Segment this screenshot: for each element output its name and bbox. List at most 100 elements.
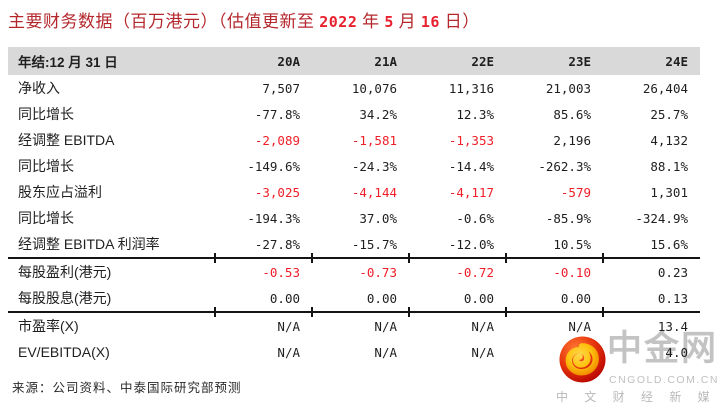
table-row: 同比增长 -77.8% 34.2% 12.3% 85.6% 25.7% [8,101,700,127]
cell: 1,301 [650,184,688,200]
cell: -262.3% [538,158,591,174]
table-row: 每股股息(港元) 0.00 0.00 0.00 0.00 0.13 [8,285,700,311]
column-tick [311,253,313,263]
column-tick [214,307,216,317]
row-label: 市盈率(X) [18,318,79,334]
cell: 0.00 [463,290,494,306]
cell: 10.5% [553,236,591,252]
cell: -0.6% [456,210,494,226]
column-header-24e: 24E [665,53,688,69]
title-text: 年 [357,12,385,31]
cell: 37.0% [359,210,397,226]
figure-title: 主要财务数据（百万港元）（估值更新至 2022 年 5 月 16 日） [8,7,480,32]
cell: 34.2% [359,106,397,122]
cell: 0.13 [657,290,688,306]
column-header-22e: 22E [471,53,494,69]
row-label: 经调整 EBITDA 利润率 [18,236,160,252]
table-row: EV/EBITDA(X) N/A N/A N/A 15 4.0 [8,339,700,365]
watermark-brand-name: 中金网 [607,329,719,368]
cell: -0.10 [553,264,591,280]
cell: 13.4 [657,318,688,334]
title-year: 2022 [319,13,358,31]
row-label: 经调整 EBITDA [18,132,115,148]
row-label: 每股盈利(港元) [18,264,112,280]
cell: 0.23 [657,264,688,280]
cell: N/A [471,344,494,360]
row-label: 净收入 [18,80,60,96]
table-row: 净收入 7,507 10,076 11,316 21,003 26,404 [8,75,700,101]
cell: 10,076 [351,80,397,96]
cell: 85.6% [553,106,591,122]
table-row: 市盈率(X) N/A N/A N/A N/A 13.4 [8,313,700,339]
section-divider [8,307,700,317]
column-tick [505,307,507,317]
cell: N/A [277,318,300,334]
watermark-tagline: 中 文 财 经 新 媒 体 [556,390,721,404]
cell: -1,353 [448,132,494,148]
cell: -85.9% [545,210,591,226]
column-tick [408,253,410,263]
column-tick [408,307,410,317]
cell: 4.0 [665,344,688,360]
header-year-end-label: 年结:12 月 31 日 [18,55,118,70]
table-row: 经调整 EBITDA -2,089 -1,581 -1,353 2,196 4,… [8,127,700,153]
row-label: EV/EBITDA(X) [18,344,110,360]
cell: -0.53 [262,264,300,280]
title-month: 5 [384,13,394,31]
table-row: 经调整 EBITDA 利润率 -27.8% -15.7% -12.0% 10.5… [8,231,700,257]
cell: N/A [471,318,494,334]
column-tick [214,253,216,263]
cell: -194.3% [247,210,300,226]
cell: 21,003 [545,80,591,96]
cell: 7,507 [262,80,300,96]
title-text: 主要财务数据（百万港元）（估值更新至 [8,12,320,31]
cell: -27.8% [254,236,300,252]
table-row: 同比增长 -149.6% -24.3% -14.4% -262.3% 88.1% [8,153,700,179]
column-tick [602,253,604,263]
cell: 2,196 [553,132,591,148]
cell: 4,132 [650,132,688,148]
column-tick [602,307,604,317]
cell: 0.00 [560,290,591,306]
cell: -1,581 [351,132,397,148]
cell: -24.3% [351,158,397,174]
cell: -0.73 [359,264,397,280]
cell: -324.9% [635,210,688,226]
title-text: 月 [393,12,421,31]
cngold-logo-icon [559,336,606,383]
cell: 25.7% [650,106,688,122]
cell: N/A [568,318,591,334]
cell: 12.3% [456,106,494,122]
cell: -4,117 [448,184,494,200]
cell: -15.7% [351,236,397,252]
section-divider [8,253,700,263]
row-label: 股东应占溢利 [18,184,102,200]
financial-table: 年结:12 月 31 日 20A 21A 22E 23E 24E 净收入 7,5… [8,47,700,365]
table-row: 同比增长 -194.3% 37.0% -0.6% -85.9% -324.9% [8,205,700,231]
column-header-23e: 23E [568,53,591,69]
cell: N/A [277,344,300,360]
cell: 15.6% [650,236,688,252]
table-row: 股东应占溢利 -3,025 -4,144 -4,117 -579 1,301 [8,179,700,205]
watermark-domain: CNGOLD.COM.CN [609,374,719,386]
cell: 26,404 [642,80,688,96]
cell: -14.4% [448,158,494,174]
title-day: 16 [420,13,440,31]
cell: -2,089 [254,132,300,148]
cell: 11,316 [448,80,494,96]
row-label: 同比增长 [18,106,74,122]
title-text: 日） [439,12,480,31]
cell: N/A [374,318,397,334]
column-header-20a: 20A [277,53,300,69]
table-row: 每股盈利(港元) -0.53 -0.73 -0.72 -0.10 0.23 [8,259,700,285]
row-label: 同比增长 [18,210,74,226]
source-note: 来源：公司资料、中泰国际研究部预测 [12,381,242,395]
cell: 88.1% [650,158,688,174]
cell: N/A [374,344,397,360]
cell: 0.00 [366,290,397,306]
row-label: 同比增长 [18,158,74,174]
row-label: 每股股息(港元) [18,290,112,306]
column-header-21a: 21A [374,53,397,69]
cell: -12.0% [448,236,494,252]
